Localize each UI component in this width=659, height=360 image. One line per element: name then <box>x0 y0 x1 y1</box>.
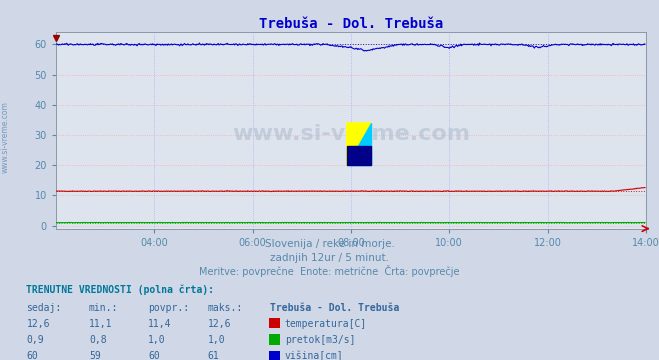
Text: 11,4: 11,4 <box>148 319 172 329</box>
Text: Meritve: povprečne  Enote: metrične  Črta: povprečje: Meritve: povprečne Enote: metrične Črta:… <box>199 265 460 278</box>
Title: Trebuša - Dol. Trebuša: Trebuša - Dol. Trebuša <box>259 17 443 31</box>
Text: 12,6: 12,6 <box>26 319 50 329</box>
Text: višina[cm]: višina[cm] <box>285 351 343 360</box>
Text: 11,1: 11,1 <box>89 319 113 329</box>
Text: TRENUTNE VREDNOSTI (polna črta):: TRENUTNE VREDNOSTI (polna črta): <box>26 285 214 296</box>
Text: www.si-vreme.com: www.si-vreme.com <box>1 101 10 173</box>
Text: www.si-vreme.com: www.si-vreme.com <box>232 125 470 144</box>
Polygon shape <box>347 123 372 165</box>
Text: sedaj:: sedaj: <box>26 303 61 314</box>
Text: 60: 60 <box>26 351 38 360</box>
Text: 59: 59 <box>89 351 101 360</box>
Text: 61: 61 <box>208 351 219 360</box>
Bar <box>359 146 372 165</box>
Text: 0,8: 0,8 <box>89 335 107 345</box>
Text: temperatura[C]: temperatura[C] <box>285 319 367 329</box>
Text: Slovenija / reke in morje.: Slovenija / reke in morje. <box>264 239 395 249</box>
Bar <box>347 146 359 165</box>
Text: zadnjih 12ur / 5 minut.: zadnjih 12ur / 5 minut. <box>270 253 389 263</box>
Text: 0,9: 0,9 <box>26 335 44 345</box>
Text: 1,0: 1,0 <box>148 335 166 345</box>
Text: 1,0: 1,0 <box>208 335 225 345</box>
Text: Trebuša - Dol. Trebuša: Trebuša - Dol. Trebuša <box>270 303 399 314</box>
Text: 12,6: 12,6 <box>208 319 231 329</box>
Text: maks.:: maks.: <box>208 303 243 314</box>
Polygon shape <box>347 123 372 165</box>
Text: min.:: min.: <box>89 303 119 314</box>
Text: 60: 60 <box>148 351 160 360</box>
Text: pretok[m3/s]: pretok[m3/s] <box>285 335 355 345</box>
Text: povpr.:: povpr.: <box>148 303 189 314</box>
